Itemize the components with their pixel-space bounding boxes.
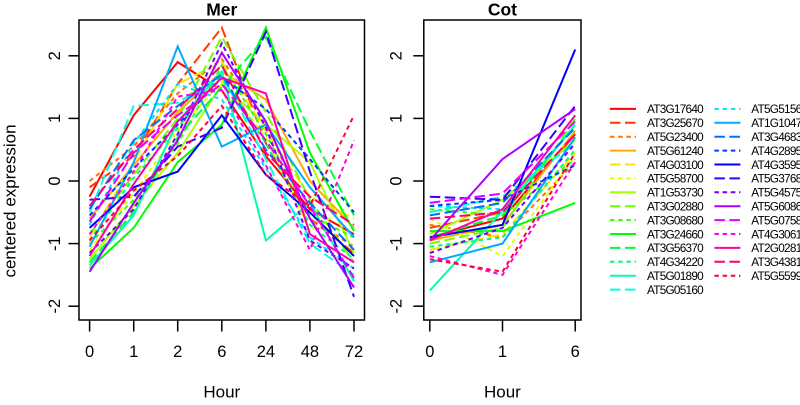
svg-text:Mer: Mer bbox=[206, 0, 237, 20]
svg-text:AT3G43810: AT3G43810 bbox=[751, 255, 800, 269]
svg-text:-1: -1 bbox=[46, 236, 64, 251]
svg-text:AT4G35950: AT4G35950 bbox=[751, 158, 800, 172]
svg-text:AT5G51560: AT5G51560 bbox=[751, 102, 800, 116]
svg-text:AT5G45750: AT5G45750 bbox=[751, 186, 800, 200]
svg-text:AT5G05160: AT5G05160 bbox=[647, 283, 704, 297]
svg-text:-2: -2 bbox=[46, 299, 64, 314]
svg-text:1: 1 bbox=[388, 114, 406, 123]
svg-text:AT4G34220: AT4G34220 bbox=[647, 255, 704, 269]
svg-text:AT5G01890: AT5G01890 bbox=[647, 269, 704, 283]
svg-text:0: 0 bbox=[388, 176, 406, 185]
svg-text:1: 1 bbox=[129, 343, 138, 361]
svg-text:AT5G23400: AT5G23400 bbox=[647, 130, 704, 144]
svg-text:AT5G60860: AT5G60860 bbox=[751, 200, 800, 214]
svg-text:6: 6 bbox=[571, 343, 580, 361]
svg-text:AT3G02880: AT3G02880 bbox=[647, 200, 704, 214]
svg-text:AT4G28950: AT4G28950 bbox=[751, 144, 800, 158]
svg-text:AT5G37680: AT5G37680 bbox=[751, 172, 800, 186]
svg-text:centered expression: centered expression bbox=[1, 124, 20, 277]
svg-text:Cot: Cot bbox=[488, 0, 517, 20]
svg-text:1: 1 bbox=[46, 114, 64, 123]
svg-text:AT4G30610: AT4G30610 bbox=[751, 227, 800, 241]
svg-text:6: 6 bbox=[217, 343, 226, 361]
svg-text:72: 72 bbox=[345, 343, 363, 361]
svg-text:AT3G56370: AT3G56370 bbox=[647, 241, 704, 255]
svg-text:Hour: Hour bbox=[203, 383, 240, 401]
svg-text:AT3G46830: AT3G46830 bbox=[751, 130, 800, 144]
svg-text:0: 0 bbox=[46, 176, 64, 185]
svg-text:AT5G07580: AT5G07580 bbox=[751, 213, 800, 227]
svg-text:AT4G03100: AT4G03100 bbox=[647, 158, 704, 172]
svg-text:48: 48 bbox=[301, 343, 319, 361]
svg-text:0: 0 bbox=[85, 343, 94, 361]
svg-text:-1: -1 bbox=[388, 236, 406, 251]
svg-text:AT5G58700: AT5G58700 bbox=[647, 172, 704, 186]
svg-text:AT3G17640: AT3G17640 bbox=[647, 102, 704, 116]
svg-text:24: 24 bbox=[257, 343, 275, 361]
svg-text:AT1G10470: AT1G10470 bbox=[751, 116, 800, 130]
svg-text:AT1G53730: AT1G53730 bbox=[647, 186, 704, 200]
svg-text:0: 0 bbox=[425, 343, 434, 361]
svg-text:-2: -2 bbox=[388, 299, 406, 314]
svg-text:AT3G24660: AT3G24660 bbox=[647, 227, 704, 241]
svg-text:AT3G25670: AT3G25670 bbox=[647, 116, 704, 130]
svg-text:AT5G55990: AT5G55990 bbox=[751, 269, 800, 283]
svg-text:AT2G02810: AT2G02810 bbox=[751, 241, 800, 255]
svg-text:1: 1 bbox=[498, 343, 507, 361]
svg-text:AT3G08680: AT3G08680 bbox=[647, 213, 704, 227]
svg-text:Hour: Hour bbox=[484, 383, 521, 401]
svg-text:2: 2 bbox=[388, 51, 406, 60]
svg-text:2: 2 bbox=[46, 51, 64, 60]
svg-text:2: 2 bbox=[173, 343, 182, 361]
svg-text:AT5G61240: AT5G61240 bbox=[647, 144, 704, 158]
